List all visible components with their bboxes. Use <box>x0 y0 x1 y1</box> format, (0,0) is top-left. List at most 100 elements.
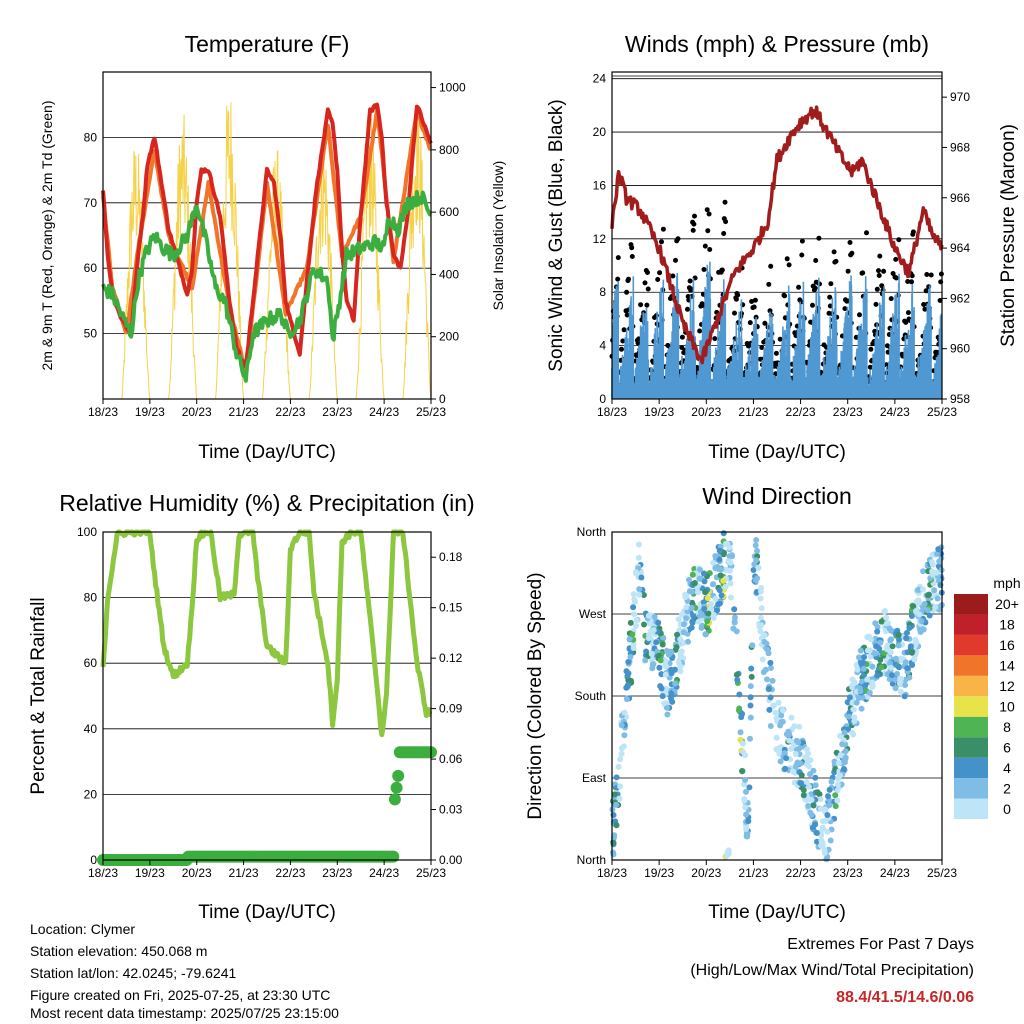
colorbar-label: 0 <box>1003 801 1011 817</box>
direction-point <box>846 694 853 701</box>
direction-point <box>665 651 672 658</box>
direction-point <box>657 657 664 664</box>
humidity-line <box>100 529 433 738</box>
wind-y2-tick-label: 960 <box>950 342 970 356</box>
direction-point <box>704 618 711 625</box>
direction-point <box>748 665 755 672</box>
direction-point <box>894 670 900 677</box>
wind-plot-frame <box>611 71 943 400</box>
direction-point <box>909 662 916 668</box>
colorbar-label: 2 <box>1003 780 1011 796</box>
direction-point <box>758 585 765 591</box>
direction-plot-frame <box>611 531 943 861</box>
humidity-y2-tick-label: 0.09 <box>439 702 463 716</box>
temp-x-axis-label: Time (Day/UTC) <box>198 442 336 463</box>
direction-x-tick-label: 19/23 <box>644 866 674 880</box>
direction-point <box>728 552 735 559</box>
direction-point <box>736 691 743 698</box>
direction-point <box>635 554 642 561</box>
direction-point <box>704 595 711 602</box>
direction-point <box>821 849 828 856</box>
direction-y-tick-label: North <box>577 853 606 867</box>
direction-point <box>770 702 777 709</box>
direction-point <box>727 594 734 601</box>
temp-x-tick-label: 22/23 <box>275 405 305 419</box>
direction-point <box>727 559 734 566</box>
direction-point <box>903 635 910 642</box>
precipitation-points <box>97 746 437 866</box>
direction-point <box>618 722 625 729</box>
direction-point <box>748 673 755 680</box>
wind-x-tick-label: 18/23 <box>597 405 627 419</box>
direction-point <box>803 779 810 786</box>
direction-point <box>655 652 662 659</box>
direction-point <box>874 628 881 635</box>
direction-point <box>733 628 740 635</box>
direction-point <box>866 689 873 696</box>
direction-point <box>688 588 695 595</box>
direction-point <box>764 676 770 683</box>
humidity-x-tick-label: 25/23 <box>416 866 446 880</box>
direction-point <box>828 778 835 785</box>
humidity-title: Relative Humidity (%) & Precipitation (i… <box>59 490 474 516</box>
direction-point <box>826 786 833 793</box>
direction-point <box>858 705 865 712</box>
direction-point <box>621 732 628 739</box>
colorbar-swatch <box>954 737 988 758</box>
temp-y-axis-label: 2m & 9m T (Red, Orange) & 2m Td (Green) <box>39 101 55 371</box>
colorbar-label: 20+ <box>995 596 1019 612</box>
direction-point <box>689 599 696 606</box>
direction-point <box>773 734 780 741</box>
direction-point <box>931 587 938 594</box>
direction-point <box>895 632 902 638</box>
direction-point <box>896 680 903 687</box>
direction-point <box>611 791 618 798</box>
direction-point <box>752 542 759 549</box>
direction-point <box>753 537 760 543</box>
direction-point <box>849 729 856 736</box>
direction-point <box>896 636 902 643</box>
colorbar-label: 10 <box>999 699 1015 715</box>
direction-point <box>668 690 675 697</box>
direction-point <box>615 763 622 770</box>
direction-point <box>757 628 764 635</box>
direction-point <box>872 620 879 627</box>
direction-point <box>630 591 637 598</box>
wind-y-tick-label: 12 <box>593 232 607 246</box>
wind-x-tick-label: 23/23 <box>833 405 863 419</box>
direction-point <box>691 580 698 587</box>
wind-y2-axis-label: Station Pressure (Maroon) <box>998 124 1019 347</box>
direction-point <box>632 598 638 605</box>
humidity-x-tick-label: 22/23 <box>275 866 305 880</box>
direction-point <box>716 556 723 563</box>
direction-point <box>887 660 893 667</box>
direction-point <box>669 698 676 705</box>
direction-point <box>726 544 733 551</box>
direction-point <box>800 792 807 799</box>
direction-point <box>747 735 753 742</box>
direction-point <box>702 631 709 638</box>
direction-point <box>835 775 841 782</box>
dewpoint-line <box>101 190 432 383</box>
direction-point <box>796 723 803 730</box>
direction-point <box>636 586 643 593</box>
direction-point <box>662 671 669 678</box>
direction-point <box>805 750 811 757</box>
direction-point <box>920 568 927 575</box>
direction-point <box>752 577 759 584</box>
direction-point <box>878 618 885 625</box>
colorbar-swatch <box>954 594 988 615</box>
direction-point <box>672 680 679 687</box>
direction-point <box>783 755 790 762</box>
temp-y2-tick-label: 600 <box>439 205 459 219</box>
direction-point <box>841 729 848 736</box>
direction-point <box>734 676 741 683</box>
temp-y-tick-label: 70 <box>84 196 98 210</box>
direction-point <box>920 586 926 593</box>
direction-point <box>807 771 813 778</box>
direction-point <box>869 663 876 670</box>
direction-point <box>621 709 628 716</box>
direction-point <box>617 756 624 763</box>
direction-point <box>854 666 861 673</box>
